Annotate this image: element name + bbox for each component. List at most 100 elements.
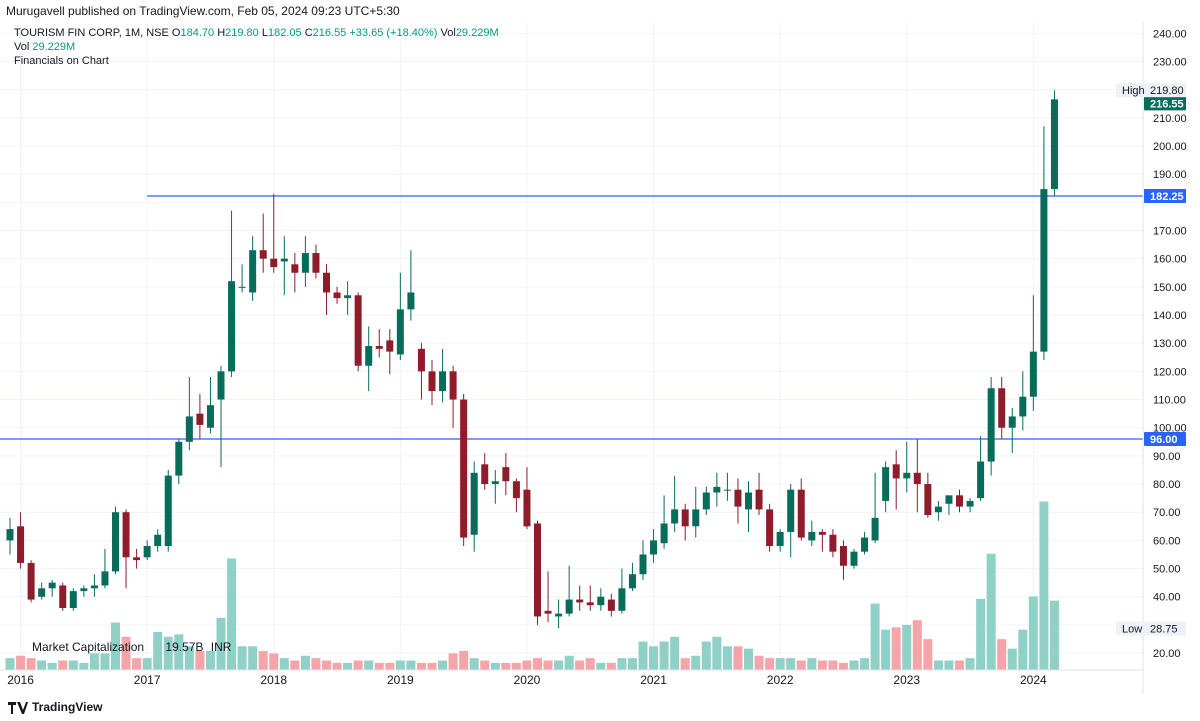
y-tick-label: 200.00 xyxy=(1153,141,1187,153)
y-tick-label: 210.00 xyxy=(1153,113,1187,125)
chart-svg[interactable]: 20.00 40.00 50.00 60.00 70.00 80.00 90.00 100.0… xyxy=(0,22,1200,694)
x-tick-label: 2019 xyxy=(387,673,414,687)
market-cap-currency: INR xyxy=(210,640,232,654)
candle-body xyxy=(576,599,584,603)
y-tick-label: 60.00 xyxy=(1153,535,1181,547)
candle-body xyxy=(861,537,869,552)
candle-body xyxy=(344,295,352,299)
candle-body xyxy=(966,500,974,507)
volume-bar xyxy=(765,658,775,670)
volume-bar xyxy=(511,662,521,670)
y-tick-label: 170.00 xyxy=(1153,225,1187,237)
x-tick-label: 2022 xyxy=(767,673,794,687)
level-lower-tag: 96.00 xyxy=(1150,434,1178,446)
volume-bar xyxy=(838,662,848,670)
candle-body xyxy=(660,523,668,544)
candle-body xyxy=(523,489,531,527)
volume-bar xyxy=(37,660,47,670)
candle-body xyxy=(534,523,541,617)
legend-open-label: O xyxy=(171,27,181,39)
chart-frame[interactable]: 20.00 40.00 50.00 60.00 70.00 80.00 90.00 100.0… xyxy=(0,22,1200,694)
y-tick-label: 140.00 xyxy=(1153,310,1187,322)
candle-body xyxy=(101,571,109,586)
candle-body xyxy=(586,602,594,606)
candle-body xyxy=(945,495,953,504)
candle-body xyxy=(90,585,98,589)
volume-bar xyxy=(1049,600,1059,670)
volume-bar xyxy=(744,648,753,670)
volume-bar xyxy=(205,651,215,670)
candle-body xyxy=(154,534,162,547)
volume-bar xyxy=(627,658,637,670)
last-price-tag-bg xyxy=(1144,96,1186,111)
candle-body xyxy=(702,492,710,510)
volume-bar xyxy=(585,658,595,670)
candle-body xyxy=(502,467,510,482)
volume-bar xyxy=(659,641,669,670)
volume-bar xyxy=(986,553,996,670)
volume-bar xyxy=(1028,596,1038,670)
level-lower-tag-bg xyxy=(1144,431,1186,446)
candle-body xyxy=(1040,189,1048,352)
volume-bar xyxy=(374,662,384,670)
volume-bar xyxy=(79,662,89,670)
candle-body xyxy=(291,264,299,273)
candle-body xyxy=(755,489,763,510)
candle-body xyxy=(924,484,932,516)
y-tick-label: 120.00 xyxy=(1153,366,1187,378)
candle-body xyxy=(797,489,805,538)
volume-layer xyxy=(5,501,1059,670)
volume-bar xyxy=(395,660,405,670)
volume-bar xyxy=(997,639,1007,670)
y-tick-label: 80.00 xyxy=(1153,479,1181,491)
volume-bar xyxy=(860,658,870,670)
volume-bar xyxy=(26,658,36,670)
volume-bar xyxy=(459,651,469,670)
volume-bar xyxy=(691,655,701,670)
legend-financials[interactable]: Financials on Chart xyxy=(14,54,109,68)
candle-body xyxy=(417,348,425,372)
market-cap-overlay: Market Capitalization 19.57B INR xyxy=(32,640,249,654)
candle-body xyxy=(59,585,67,609)
y-tick-label: 240.00 xyxy=(1153,28,1187,40)
volume-bar xyxy=(68,660,78,670)
candle-body xyxy=(460,399,468,538)
candle-body xyxy=(428,371,436,392)
legend-volume: Vol 29.229M xyxy=(14,40,75,54)
candle-body xyxy=(69,591,77,609)
volume-bar xyxy=(490,662,500,670)
candle-body xyxy=(333,292,341,299)
volume-bar xyxy=(100,653,110,670)
candle-body xyxy=(491,481,499,485)
volume-bar xyxy=(680,658,690,670)
volume-bar xyxy=(58,660,68,670)
candle-body xyxy=(217,371,225,400)
candle-body xyxy=(628,574,636,589)
low-marker-label: Low xyxy=(1122,623,1142,635)
candle-body xyxy=(481,464,489,485)
volume-bar xyxy=(670,636,680,670)
market-cap-value: 19.57B xyxy=(165,640,204,654)
y-tick-label: 100.00 xyxy=(1153,423,1187,435)
volume-bar xyxy=(575,660,585,670)
candle-body xyxy=(512,481,520,499)
legend-open: 184.70 xyxy=(180,27,215,39)
volume-bar xyxy=(965,658,975,670)
volume-bar xyxy=(712,636,722,670)
candle-body xyxy=(681,509,689,527)
volume-bar xyxy=(132,658,142,670)
tradingview-logo[interactable]: TradingView xyxy=(8,694,102,721)
volume-bar xyxy=(554,660,564,670)
volume-bar xyxy=(195,651,205,670)
volume-bar xyxy=(828,660,838,670)
candle-body xyxy=(386,340,394,352)
volume-bar xyxy=(480,660,490,670)
x-tick-label: 2016 xyxy=(7,673,34,687)
legend-ohlc: TOURISM FIN CORP, 1M, NSE O184.70 H219.8… xyxy=(14,26,499,40)
market-cap-label: Market Capitalization xyxy=(32,640,145,654)
financials-label[interactable]: Financials on Chart xyxy=(14,55,109,67)
candle-body xyxy=(987,388,995,462)
candle-body xyxy=(892,464,900,479)
candle-body xyxy=(607,599,615,611)
candle-body xyxy=(365,346,373,366)
